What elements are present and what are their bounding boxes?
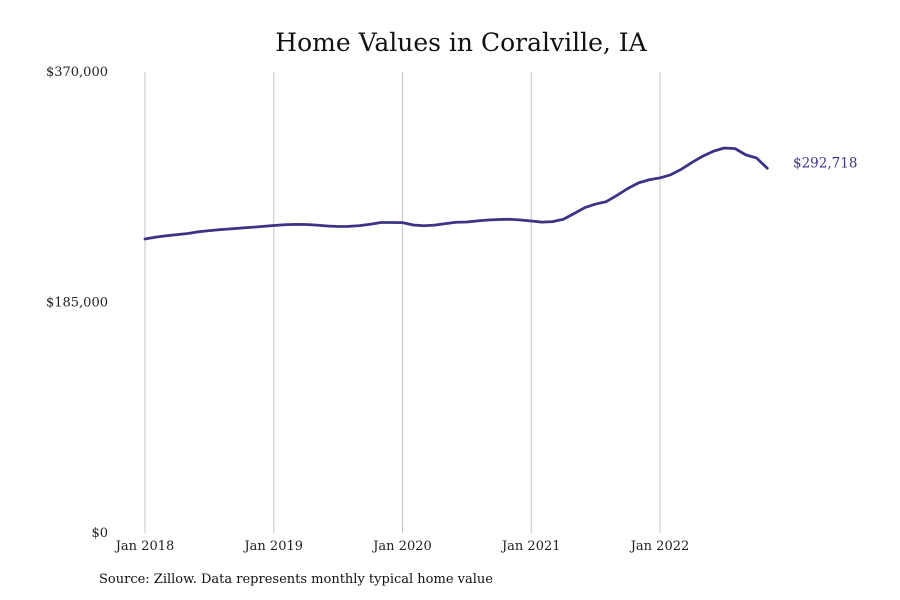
data-point: [476, 220, 478, 222]
x-tick-label: Jan 2020: [371, 539, 432, 554]
data-point: [552, 220, 554, 222]
data-point: [691, 161, 693, 163]
data-point: [670, 174, 672, 176]
data-point: [187, 232, 189, 234]
data-point: [616, 194, 618, 196]
data-point: [155, 236, 157, 238]
data-point: [412, 224, 414, 226]
data-point: [305, 223, 307, 225]
data-point: [562, 218, 564, 220]
data-point: [487, 219, 489, 221]
data-point: [433, 224, 435, 226]
data-point: [197, 231, 199, 233]
data-point: [262, 225, 264, 227]
data-point: [369, 223, 371, 225]
x-tick-label: Jan 2021: [500, 539, 561, 554]
data-point: [358, 224, 360, 226]
data-point: [755, 157, 757, 159]
data-point: [584, 206, 586, 208]
data-point: [712, 150, 714, 152]
data-point: [530, 220, 532, 222]
y-tick-label: $370,000: [46, 65, 108, 80]
data-point: [627, 187, 629, 189]
data-point: [401, 221, 403, 223]
data-point: [594, 203, 596, 205]
data-point: [251, 226, 253, 228]
x-axis-ticks: Jan 2018 Jan 2019 Jan 2020 Jan 2021 Jan 2022: [114, 539, 690, 554]
data-point: [680, 168, 682, 170]
y-tick-label: $0: [91, 526, 108, 541]
y-tick-label: $185,000: [46, 296, 108, 311]
series-line: [143, 146, 769, 241]
data-point: [541, 221, 543, 223]
data-point: [455, 221, 457, 223]
data-point: [659, 177, 661, 179]
data-point: [208, 229, 210, 231]
data-point: [230, 228, 232, 230]
series-points: [144, 147, 769, 240]
data-point: [176, 233, 178, 235]
data-point: [165, 235, 167, 237]
data-point: [745, 154, 747, 156]
end-value-label: $292,718: [793, 155, 857, 171]
data-point: [498, 218, 500, 220]
data-point: [273, 224, 275, 226]
data-point: [380, 221, 382, 223]
data-point: [348, 225, 350, 227]
data-point: [734, 147, 736, 149]
data-point: [144, 238, 146, 240]
data-point: [283, 224, 285, 226]
data-point: [391, 221, 393, 223]
data-point: [723, 147, 725, 149]
data-point: [466, 221, 468, 223]
data-point: [702, 155, 704, 157]
data-point: [509, 218, 511, 220]
data-point: [294, 223, 296, 225]
data-point: [648, 179, 650, 181]
data-point: [766, 167, 768, 169]
data-point: [573, 212, 575, 214]
data-point: [519, 219, 521, 221]
source-note: Source: Zillow. Data represents monthly …: [99, 572, 493, 587]
x-tick-label: Jan 2018: [114, 539, 175, 554]
data-point: [337, 225, 339, 227]
data-point: [219, 228, 221, 230]
y-axis-ticks: $0 $185,000 $370,000: [46, 65, 108, 541]
x-tick-label: Jan 2022: [629, 539, 690, 554]
data-point: [326, 225, 328, 227]
x-tick-label: Jan 2019: [242, 539, 303, 554]
data-point: [315, 224, 317, 226]
data-point: [605, 200, 607, 202]
data-point: [423, 225, 425, 227]
data-point: [240, 227, 242, 229]
gridlines: [144, 72, 661, 533]
data-point: [637, 182, 639, 184]
data-point: [444, 222, 446, 224]
chart-title: Home Values in Coralville, IA: [275, 28, 647, 57]
